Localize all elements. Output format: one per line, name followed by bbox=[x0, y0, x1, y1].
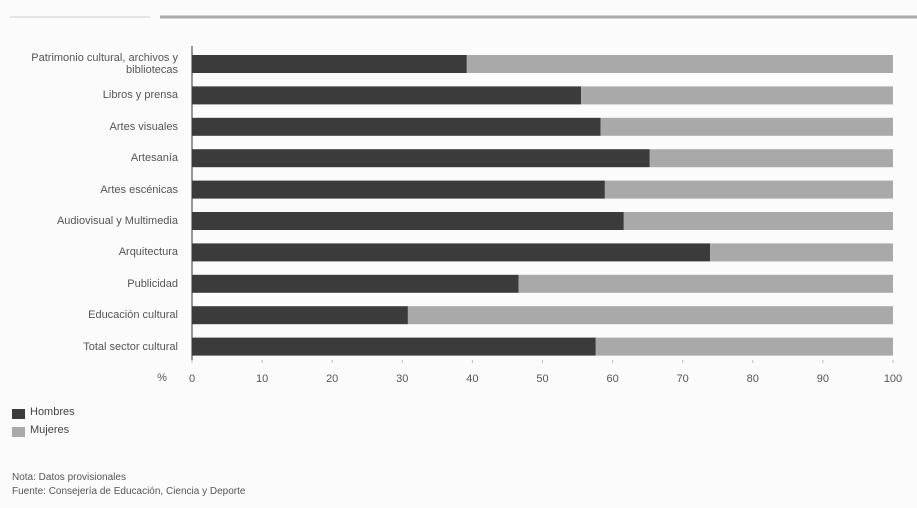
x-tick-label: 10 bbox=[256, 373, 268, 385]
source: Fuente: Consejería de Educación, Ciencia… bbox=[12, 486, 246, 497]
legend-label: Mujeres bbox=[30, 424, 70, 436]
legend-swatch bbox=[12, 409, 25, 419]
x-tick-label: 30 bbox=[396, 373, 408, 385]
category-label: Audiovisual y Multimedia bbox=[56, 215, 178, 227]
category-label: Libros y prensa bbox=[102, 89, 178, 102]
category-label: Artesanía bbox=[130, 152, 178, 165]
category-label: Patrimonio cultural, archivos y bibliote… bbox=[31, 52, 178, 76]
bar-segment bbox=[192, 180, 605, 199]
bar-segment bbox=[466, 55, 893, 73]
bar-segment bbox=[192, 274, 519, 293]
bar-segment bbox=[623, 212, 893, 230]
note: Nota: Datos provisionales bbox=[12, 472, 126, 483]
bar-segment bbox=[192, 337, 596, 356]
category-label: Artes escénicas bbox=[100, 183, 178, 196]
x-tick-label: 0 bbox=[189, 373, 195, 385]
x-tick-label: 50 bbox=[536, 373, 548, 385]
bar-segment bbox=[710, 243, 893, 262]
bar-segment bbox=[192, 306, 408, 325]
category-label: Total sector cultural bbox=[83, 340, 178, 353]
category-label: Arquitectura bbox=[118, 246, 178, 259]
bar-segment bbox=[192, 149, 650, 168]
bar-segment bbox=[518, 274, 893, 293]
legend-swatch bbox=[12, 427, 25, 437]
bar-segment bbox=[604, 180, 893, 199]
x-tick-label: 20 bbox=[326, 373, 338, 385]
category-label: Educación cultural bbox=[88, 309, 178, 322]
x-axis-label: % bbox=[157, 372, 167, 384]
bar-segment bbox=[192, 117, 601, 136]
legend-label: Hombres bbox=[30, 406, 75, 418]
bar-segment bbox=[192, 86, 582, 105]
bar-segment bbox=[581, 86, 893, 105]
x-tick-label: 60 bbox=[606, 373, 618, 385]
bar-segment bbox=[192, 212, 624, 230]
bar-segment bbox=[192, 55, 467, 73]
bar-segment bbox=[407, 306, 893, 325]
category-label: Publicidad bbox=[127, 277, 178, 290]
x-tick-label: 70 bbox=[677, 373, 689, 385]
category-label: Artes visuales bbox=[109, 120, 178, 133]
bar-segment bbox=[595, 337, 893, 356]
x-tick-label: 80 bbox=[747, 373, 759, 385]
x-tick-label: 100 bbox=[884, 373, 902, 385]
x-tick-label: 40 bbox=[466, 373, 478, 385]
bar-segment bbox=[192, 243, 711, 262]
x-tick-label: 90 bbox=[817, 373, 829, 385]
bar-segment bbox=[649, 149, 893, 168]
bar-segment bbox=[600, 117, 893, 136]
